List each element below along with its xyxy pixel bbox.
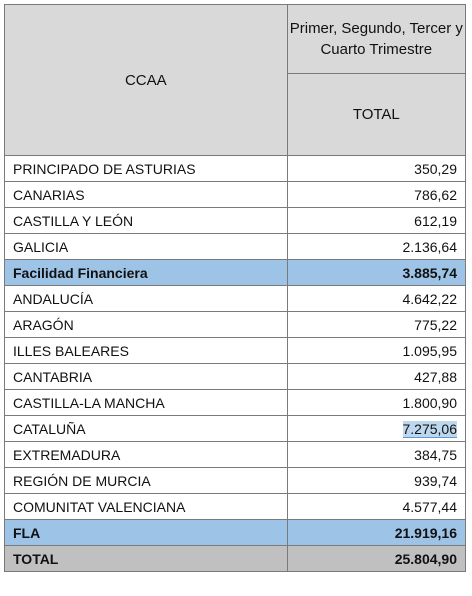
- row-total-value: 25.804,90: [286, 545, 467, 572]
- row-total-value: 612,19: [286, 207, 467, 234]
- row-total-value: 786,62: [286, 181, 467, 208]
- row-total-value: 21.919,16: [286, 519, 467, 546]
- row-region-name: CATALUÑA: [4, 415, 288, 442]
- row-total-value: 3.885,74: [286, 259, 467, 286]
- row-total-value: 4.577,44: [286, 493, 467, 520]
- table-row: ANDALUCÍA 4.642,22: [4, 285, 467, 312]
- row-total-value: 939,74: [286, 467, 467, 494]
- row-region-name: ARAGÓN: [4, 311, 288, 338]
- table-row: FLA 21.919,16: [4, 519, 467, 546]
- row-region-name: Facilidad Financiera: [4, 259, 288, 286]
- highlighted-value: 7.275,06: [402, 420, 457, 438]
- row-region-name: COMUNITAT VALENCIANA: [4, 493, 288, 520]
- table-row: CASTILLA-LA MANCHA 1.800,90: [4, 389, 467, 416]
- header-row-2: TOTAL: [5, 73, 467, 156]
- table-row: CASTILLA Y LEÓN 612,19: [4, 207, 467, 234]
- row-region-name: ILLES BALEARES: [4, 337, 288, 364]
- row-total-value: 4.642,22: [286, 285, 467, 312]
- row-region-name: CASTILLA-LA MANCHA: [4, 389, 288, 416]
- table-row: ILLES BALEARES 1.095,95: [4, 337, 467, 364]
- row-total-value: 7.275,06: [286, 415, 467, 442]
- table-row: COMUNITAT VALENCIANA 4.577,44: [4, 493, 467, 520]
- row-region-name: TOTAL: [4, 545, 288, 572]
- row-region-name: CANARIAS: [4, 181, 288, 208]
- header-ccaa: CCAA: [4, 4, 288, 156]
- row-total-value: 2.136,64: [286, 233, 467, 260]
- row-region-name: REGIÓN DE MURCIA: [4, 467, 288, 494]
- row-region-name: FLA: [4, 519, 288, 546]
- row-total-value: 427,88: [286, 363, 467, 390]
- row-total-value: 384,75: [286, 441, 467, 468]
- data-table-container: CCAA Primer, Segundo, Tercer y Cuarto Tr…: [4, 3, 467, 572]
- row-region-name: CASTILLA Y LEÓN: [4, 207, 288, 234]
- table-row: CANARIAS 786,62: [4, 181, 467, 208]
- table-row: Facilidad Financiera 3.885,74: [4, 259, 467, 286]
- row-total-value: 775,22: [286, 311, 467, 338]
- table-row: ARAGÓN 775,22: [4, 311, 467, 338]
- header-period: Primer, Segundo, Tercer y Cuarto Trimest…: [286, 3, 467, 75]
- table-row: TOTAL 25.804,90: [4, 545, 467, 572]
- row-region-name: EXTREMADURA: [4, 441, 288, 468]
- row-total-value: 1.095,95: [286, 337, 467, 364]
- row-region-name: CANTABRIA: [4, 363, 288, 390]
- table-row: GALICIA 2.136,64: [4, 233, 467, 260]
- ccaa-table: CCAA Primer, Segundo, Tercer y Cuarto Tr…: [4, 3, 467, 572]
- header-total: TOTAL: [286, 73, 467, 156]
- row-total-value: 1.800,90: [286, 389, 467, 416]
- table-row: CATALUÑA 7.275,06: [4, 415, 467, 442]
- table-row: PRINCIPADO DE ASTURIAS 350,29: [4, 155, 467, 182]
- table-row: EXTREMADURA 384,75: [4, 441, 467, 468]
- header-row-1: CCAA Primer, Segundo, Tercer y Cuarto Tr…: [4, 3, 467, 156]
- row-region-name: PRINCIPADO DE ASTURIAS: [4, 155, 288, 182]
- table-row: REGIÓN DE MURCIA 939,74: [4, 467, 467, 494]
- table-row: CANTABRIA 427,88: [4, 363, 467, 390]
- row-region-name: GALICIA: [4, 233, 288, 260]
- row-total-value: 350,29: [286, 155, 467, 182]
- row-region-name: ANDALUCÍA: [4, 285, 288, 312]
